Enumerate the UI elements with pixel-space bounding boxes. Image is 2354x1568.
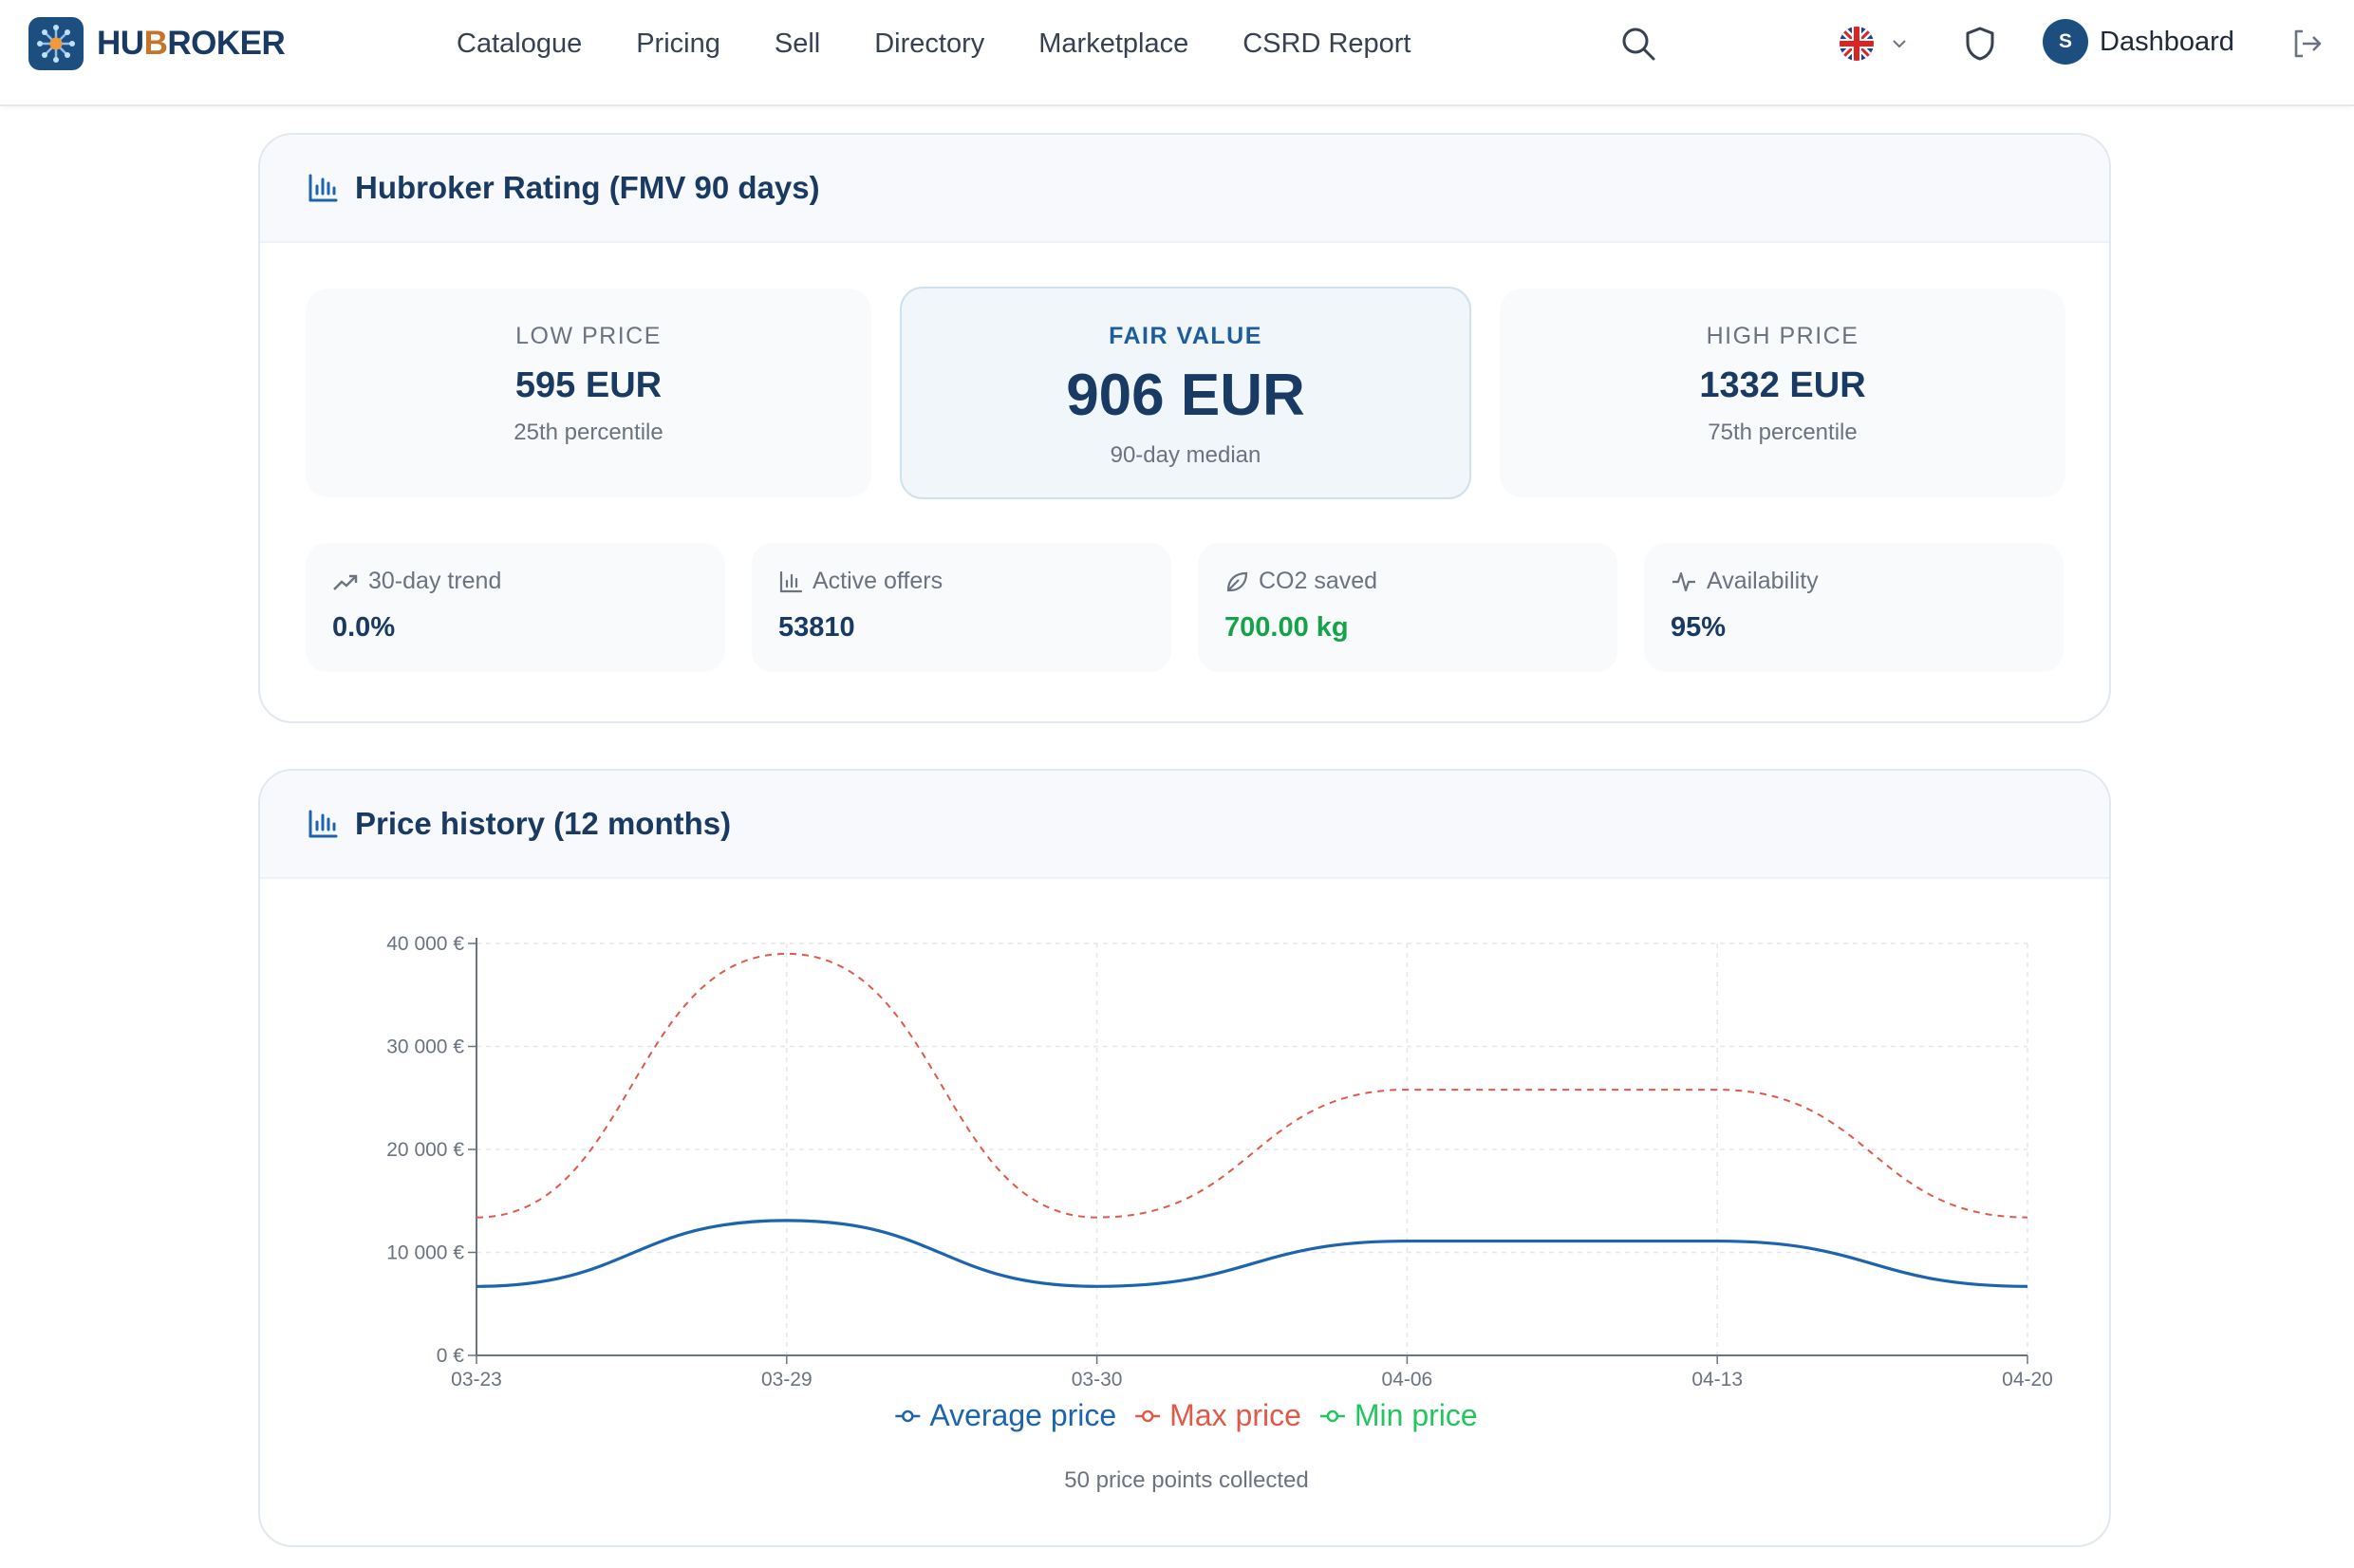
fair-value-value: 906 EUR — [1066, 363, 1305, 428]
series-line-max-price — [476, 952, 2028, 1219]
chart-legend: Average price Max price Min price — [895, 1398, 1478, 1432]
trend-label: 30-day trend — [368, 568, 502, 594]
search-icon — [1622, 28, 1655, 61]
price-points-footnote: 50 price points collected — [1064, 1467, 1309, 1493]
legend-label: Max price — [1169, 1398, 1301, 1432]
active-offers-stat: Active offers 53810 — [752, 543, 1171, 672]
low-price-box: LOW PRICE 595 EUR 25th percentile — [306, 289, 871, 497]
leaf-icon — [1226, 571, 1248, 591]
dashboard-link[interactable]: S Dashboard — [2043, 19, 2234, 65]
co2-stat: CO2 saved 700.00 kg — [1198, 543, 1617, 672]
language-selector[interactable] — [1836, 25, 1912, 63]
x-tick-label: 04-20 — [2002, 1369, 2053, 1391]
legend-label: Min price — [1354, 1398, 1478, 1432]
nav-csrd-report[interactable]: CSRD Report — [1242, 28, 1411, 59]
avatar: S — [2043, 19, 2088, 65]
y-tick-label: 10 000 € — [386, 1242, 464, 1264]
trend-stat: 30-day trend 0.0% — [306, 543, 725, 672]
y-tick-label: 0 € — [437, 1345, 465, 1367]
fair-value-box: FAIR VALUE 906 EUR 90-day median — [900, 287, 1471, 499]
high-price-box: HIGH PRICE 1332 EUR 75th percentile — [1500, 289, 2065, 497]
history-card-header: Price history (12 months) — [260, 771, 2109, 879]
logo[interactable]: HUBROKER — [28, 17, 286, 70]
hubroker-rating-card: Hubroker Rating (FMV 90 days) LOW PRICE … — [258, 133, 2111, 723]
co2-value: 700.00 kg — [1224, 612, 1349, 643]
low-price-sub: 25th percentile — [514, 420, 663, 445]
price-history-chart-area: 0 € 10 000 € 20 000 € 30 000 € 40 000 € 03-23… — [260, 879, 2109, 1545]
bar-chart-icon — [308, 174, 338, 202]
x-tick-label: 03-29 — [761, 1369, 813, 1391]
bar-chart-icon — [308, 810, 338, 838]
high-price-sub: 75th percentile — [1708, 420, 1858, 445]
main-nav: Catalogue Pricing Sell Directory Marketp… — [457, 0, 1466, 87]
privacy-button[interactable] — [1959, 23, 2001, 65]
brand-name: HUBROKER — [97, 25, 286, 62]
high-price-value: 1332 EUR — [1699, 365, 1866, 405]
dashboard-label: Dashboard — [2100, 26, 2234, 57]
legend-item: Average price — [895, 1398, 1116, 1432]
x-tick-label: 03-23 — [451, 1369, 502, 1391]
legend-swatch-marker — [1141, 1409, 1154, 1423]
y-tick-label: 30 000 € — [386, 1036, 464, 1058]
logout-button[interactable] — [2286, 25, 2327, 63]
shield-icon — [1966, 27, 1994, 61]
legend-item: Min price — [1319, 1398, 1478, 1432]
availability-stat: Availability 95% — [1644, 543, 2064, 672]
co2-label: CO2 saved — [1259, 568, 1378, 594]
rating-card-header: Hubroker Rating (FMV 90 days) — [260, 135, 2109, 243]
nav-marketplace[interactable]: Marketplace — [1038, 28, 1189, 59]
high-price-label: HIGH PRICE — [1706, 323, 1859, 349]
bar-chart-icon — [779, 570, 803, 592]
logout-icon — [2294, 29, 2322, 58]
activity-icon — [1672, 571, 1695, 591]
x-tick-label: 04-13 — [1691, 1369, 1743, 1391]
trend-value: 0.0% — [332, 612, 396, 643]
legend-item: Max price — [1135, 1398, 1301, 1432]
x-tick-label: 03-30 — [1072, 1369, 1123, 1391]
hub-logo-icon — [28, 17, 84, 70]
trending-up-icon — [333, 574, 358, 590]
fair-value-sub: 90-day median — [1110, 442, 1261, 468]
nav-pricing[interactable]: Pricing — [636, 28, 720, 59]
low-price-label: LOW PRICE — [515, 323, 662, 349]
legend-swatch-marker — [1326, 1409, 1339, 1423]
low-price-value: 595 EUR — [514, 365, 663, 405]
y-tick-label: 20 000 € — [386, 1139, 464, 1161]
price-history-chart: 0 € 10 000 € 20 000 € 30 000 € 40 000 € 03-23… — [386, 933, 2053, 1432]
nav-catalogue[interactable]: Catalogue — [457, 28, 583, 59]
rating-title: Hubroker Rating (FMV 90 days) — [355, 170, 820, 205]
y-tick-label: 40 000 € — [386, 933, 464, 955]
legend-swatch-marker — [902, 1409, 914, 1423]
nav-directory[interactable]: Directory — [874, 28, 985, 59]
history-title: Price history (12 months) — [355, 806, 732, 841]
availability-label: Availability — [1707, 568, 1819, 594]
fair-value-label: FAIR VALUE — [1109, 323, 1262, 349]
search-button[interactable] — [1617, 23, 1659, 65]
price-history-card: Price history (12 months) 0 € 10 000 € 20 … — [258, 769, 2111, 1547]
chevron-down-icon — [1893, 40, 1906, 48]
legend-label: Average price — [929, 1398, 1116, 1432]
active-offers-label: Active offers — [813, 568, 943, 594]
series-line-average-price — [476, 1219, 2028, 1288]
active-offers-value: 53810 — [778, 612, 855, 643]
uk-flag-icon — [1840, 27, 1874, 61]
top-navigation: HUBROKER Catalogue Pricing Sell Director… — [0, 0, 2354, 106]
nav-sell[interactable]: Sell — [774, 28, 821, 59]
availability-value: 95% — [1671, 612, 1727, 643]
x-tick-label: 04-06 — [1382, 1369, 1433, 1391]
